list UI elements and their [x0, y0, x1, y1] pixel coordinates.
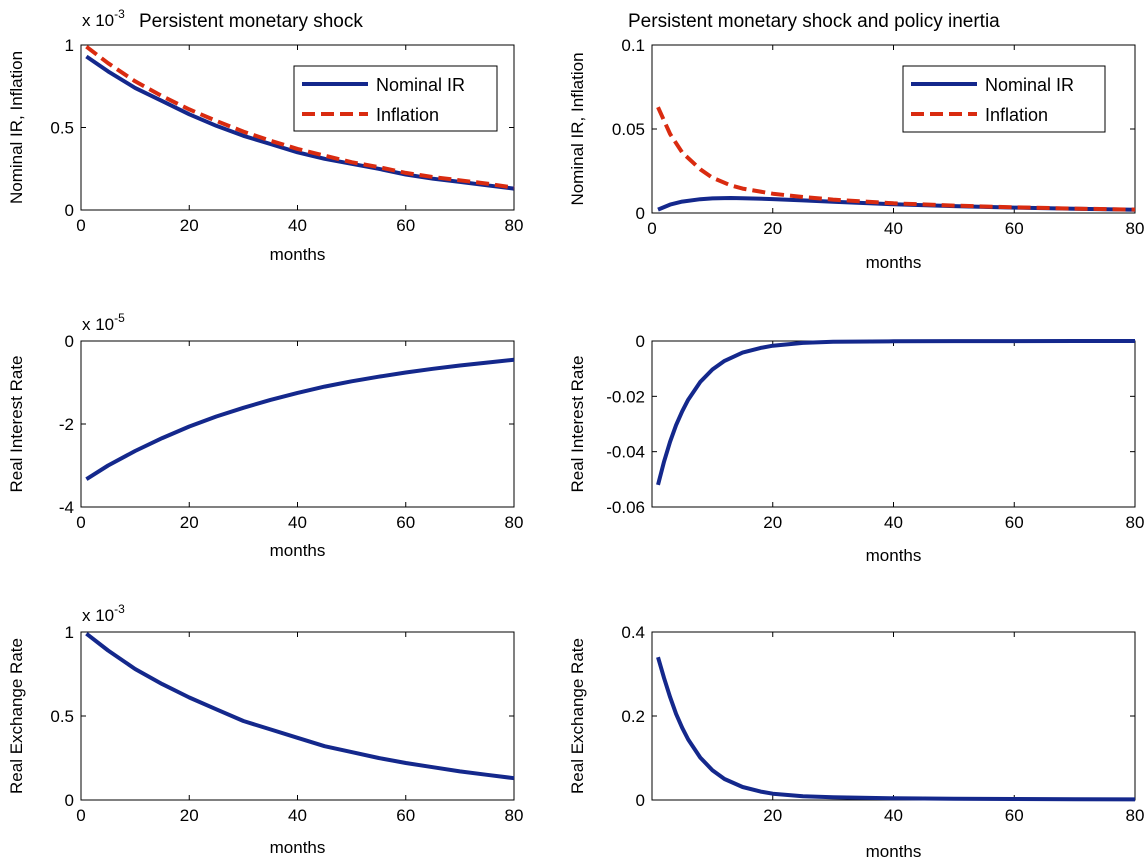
y-tick-label-p4-2: -0.02 — [606, 387, 645, 406]
y-tick-label-p1-0: 0 — [65, 201, 74, 220]
axis-exponent-p5: x 10-3 — [82, 602, 125, 625]
series-line-p5-0 — [85, 632, 515, 781]
y-tick-label-p4-1: -0.04 — [606, 443, 645, 462]
subplot-p4: 20 40 60 80 -0.06 -0.04 -0.02 0 months Real Inter… — [568, 332, 1144, 565]
axis-exponent-base-p5: x 10 — [82, 606, 114, 625]
x-tick-label-p5-3: 60 — [396, 806, 415, 825]
y-tick-label-p6-2: 0.4 — [621, 623, 645, 642]
x-tick-label-p2-0: 0 — [647, 219, 656, 238]
axis-exponent-base-p3: x 10 — [82, 315, 114, 334]
series-line-p6-0 — [656, 656, 1136, 802]
axis-exponent-power-p3: -5 — [114, 311, 125, 325]
plot-area-p4 — [651, 340, 1136, 508]
x-tick-label-p3-0: 0 — [76, 513, 85, 532]
subplot-p3: 0 20 40 60 80 -4 -2 0 months Real Interest Rate x … — [7, 311, 523, 560]
x-tick-label-p3-2: 40 — [288, 513, 307, 532]
y-axis-label-p6: Real Exchange Rate — [568, 638, 587, 794]
legend-p1: Nominal IR Inflation — [293, 65, 498, 132]
x-axis-label-p6: months — [866, 842, 922, 861]
x-tick-label-p2-2: 40 — [884, 219, 903, 238]
x-tick-label-p2-1: 20 — [763, 219, 782, 238]
legend-box-p1 — [293, 65, 498, 132]
y-tick-label-p6-1: 0.2 — [621, 707, 645, 726]
legend-label-p2-0: Nominal IR — [985, 75, 1074, 95]
x-tick-label-p3-1: 20 — [180, 513, 199, 532]
x-axis-label-p3: months — [270, 541, 326, 560]
axis-exponent-power-p1: -3 — [114, 7, 125, 21]
legend-label-p2-1: Inflation — [985, 105, 1048, 125]
series-line-p1-1 — [85, 45, 515, 190]
x-tick-label-p1-1: 20 — [180, 216, 199, 235]
subplot-p1: 0 20 40 60 80 0 0.5 1 months Nominal IR, Inflatio… — [7, 7, 523, 264]
series-line-p3-0 — [85, 357, 515, 481]
x-tick-label-p1-3: 60 — [396, 216, 415, 235]
series-line-p2-0 — [657, 196, 1136, 212]
chart-title-p2: Persistent monetary shock and policy ine… — [628, 11, 1000, 32]
subplot-p5: 0 20 40 60 80 0 0.5 1 months Real Exchange Rate x … — [7, 602, 523, 857]
legend-label-p1-1: Inflation — [376, 105, 439, 125]
x-tick-label-p6-1: 40 — [884, 806, 903, 825]
x-axis-label-p4: months — [866, 546, 922, 565]
x-tick-label-p4-1: 40 — [884, 513, 903, 532]
y-tick-label-p2-2: 0.1 — [621, 36, 645, 55]
x-tick-label-p5-1: 20 — [180, 806, 199, 825]
series-line-p4-0 — [656, 339, 1135, 486]
axis-exponent-power-p5: -3 — [114, 602, 125, 616]
y-axis-label-p1: Nominal IR, Inflation — [7, 51, 26, 204]
y-tick-label-p3-0: -4 — [59, 498, 74, 517]
x-tick-label-p4-0: 20 — [763, 513, 782, 532]
x-tick-label-p3-4: 80 — [505, 513, 524, 532]
x-tick-label-p5-4: 80 — [505, 806, 524, 825]
axis-exponent-p1: x 10-3 — [82, 7, 125, 30]
axis-exponent-p3: x 10-5 — [82, 311, 125, 334]
chart-title-p1: Persistent monetary shock — [139, 11, 363, 32]
axis-exponent-base-p1: x 10 — [82, 11, 114, 30]
y-tick-label-p5-1: 0.5 — [50, 707, 74, 726]
x-tick-label-p2-3: 60 — [1005, 219, 1024, 238]
subplot-p6: 20 40 60 80 0 0.2 0.4 months Real Exchange Rate — [568, 623, 1144, 861]
y-tick-label-p3-2: 0 — [65, 332, 74, 351]
y-tick-label-p5-2: 1 — [65, 623, 74, 642]
y-axis-label-p3: Real Interest Rate — [7, 355, 26, 492]
x-tick-label-p2-4: 80 — [1126, 219, 1145, 238]
y-tick-label-p2-0: 0 — [636, 204, 645, 223]
y-tick-label-p3-1: -2 — [59, 415, 74, 434]
plot-area-p6 — [651, 631, 1136, 801]
x-tick-label-p5-2: 40 — [288, 806, 307, 825]
x-tick-label-p1-2: 40 — [288, 216, 307, 235]
x-tick-label-p5-0: 0 — [76, 806, 85, 825]
x-tick-label-p4-2: 60 — [1005, 513, 1024, 532]
y-tick-label-p4-0: -0.06 — [606, 498, 645, 517]
y-tick-label-p5-0: 0 — [65, 791, 74, 810]
y-tick-label-p4-3: 0 — [636, 332, 645, 351]
x-axis-label-p1: months — [270, 245, 326, 264]
y-tick-label-p2-1: 0.05 — [612, 120, 645, 139]
x-axis-label-p2: months — [866, 253, 922, 272]
x-tick-label-p1-4: 80 — [505, 216, 524, 235]
legend-box-p2 — [902, 65, 1106, 133]
y-tick-label-p1-1: 0.5 — [50, 119, 74, 138]
series-line-p2-1 — [656, 106, 1136, 212]
legend-p2: Nominal IR Inflation — [902, 65, 1106, 133]
legend-label-p1-0: Nominal IR — [376, 75, 465, 95]
y-tick-label-p1-2: 1 — [65, 36, 74, 55]
x-tick-label-p4-3: 80 — [1126, 513, 1145, 532]
y-axis-label-p4: Real Interest Rate — [568, 355, 587, 492]
y-axis-label-p5: Real Exchange Rate — [7, 638, 26, 794]
plot-area-p5 — [80, 631, 515, 801]
x-axis-label-p5: months — [270, 838, 326, 857]
y-axis-label-p2: Nominal IR, Inflation — [568, 52, 587, 205]
x-tick-label-p6-0: 20 — [763, 806, 782, 825]
x-tick-label-p6-2: 60 — [1005, 806, 1024, 825]
subplot-p2: 0 20 40 60 80 0 0.05 0.1 months Nominal IR, Infla… — [568, 11, 1144, 272]
x-tick-label-p3-3: 60 — [396, 513, 415, 532]
x-tick-label-p6-3: 80 — [1126, 806, 1145, 825]
x-tick-label-p1-0: 0 — [76, 216, 85, 235]
y-tick-label-p6-0: 0 — [636, 791, 645, 810]
